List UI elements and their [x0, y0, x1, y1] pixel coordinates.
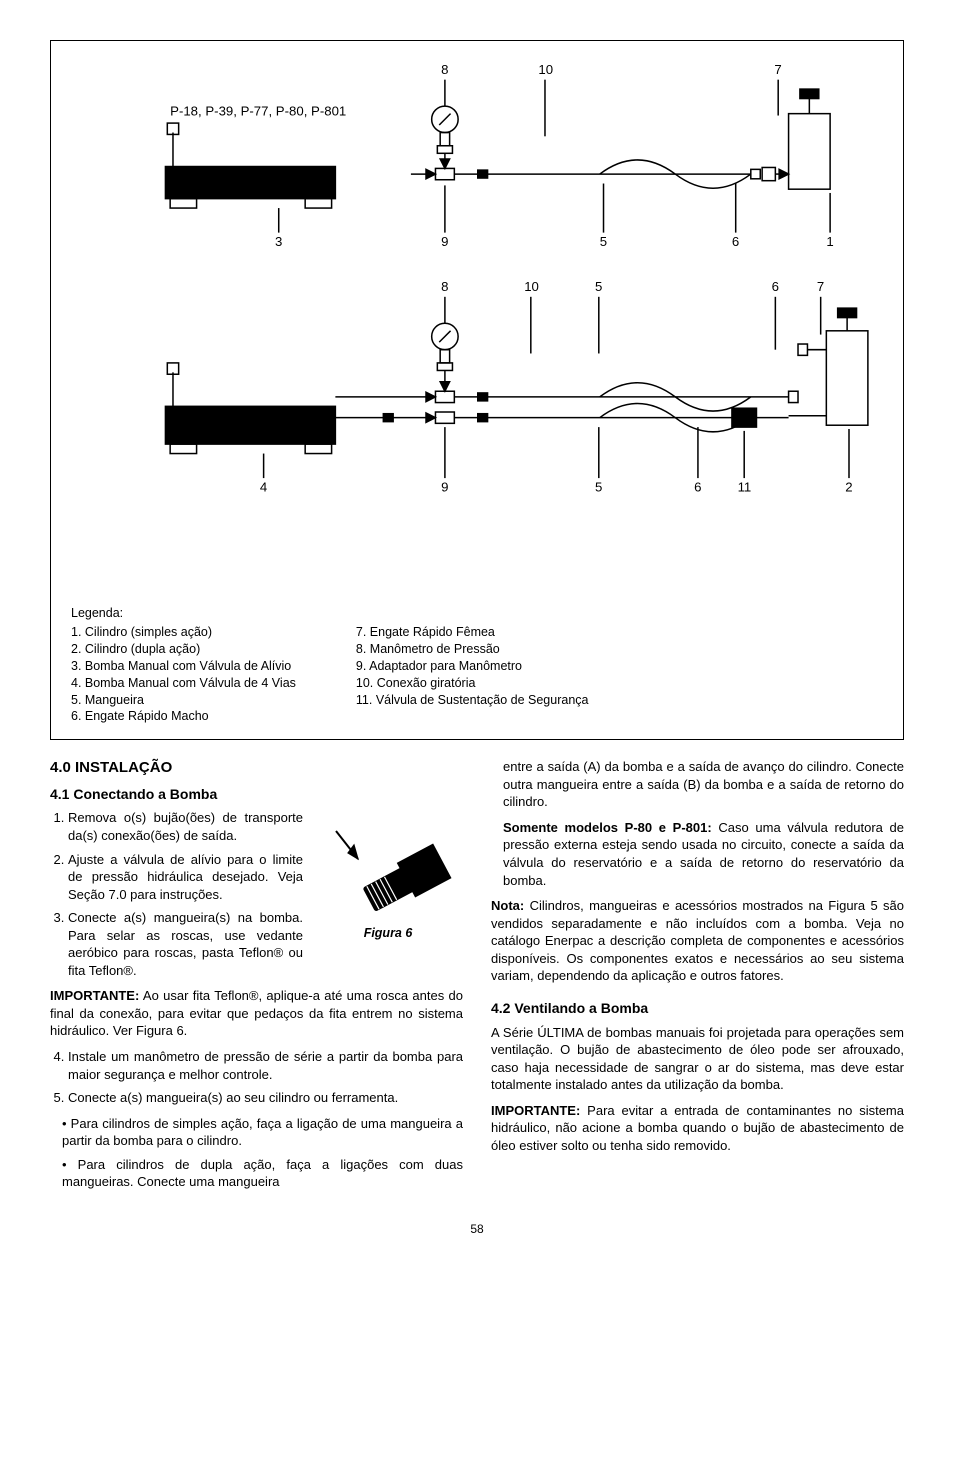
legend-item: 3. Bomba Manual com Válvula de Alívio	[71, 658, 296, 675]
legend-item: 8. Manômetro de Pressão	[356, 641, 589, 658]
legend-item: 6. Engate Rápido Macho	[71, 708, 296, 725]
label-3: 3	[275, 234, 282, 249]
label-8-top: 8	[441, 62, 448, 77]
step-item: Conecte a(s) mangueira(s) ao seu cilindr…	[68, 1089, 463, 1107]
legend-col-right: 7. Engate Rápido Fêmea 8. Manômetro de P…	[356, 624, 589, 725]
figure6-svg	[318, 811, 458, 921]
label-7-top: 7	[774, 62, 781, 77]
col2-p80-note: Somente modelos P-80 e P-801: Caso uma v…	[491, 819, 904, 889]
subsection-42-title: 4.2 Ventilando a Bomba	[491, 999, 904, 1018]
right-column: entre a saída (A) da bomba e a saída de …	[491, 758, 904, 1197]
step-item: Instale um manômetro de pressão de série…	[68, 1048, 463, 1083]
col2-bold1: Somente modelos P-80 e P-801:	[503, 820, 712, 835]
label-2-b: 2	[845, 479, 852, 494]
label-10-b: 10	[524, 279, 539, 294]
steps-list-2: Instale um manômetro de pressão de série…	[50, 1048, 463, 1107]
legend-item: 1. Cilindro (simples ação)	[71, 624, 296, 641]
label-5-b1: 5	[595, 279, 602, 294]
hydraulic-schematic-svg: 8 10 7	[71, 57, 883, 595]
legend-item: 10. Conexão giratória	[356, 675, 589, 692]
importante-1: IMPORTANTE: Ao usar fita Teflon®, apliqu…	[50, 987, 463, 1040]
col2-continuation: entre a saída (A) da bomba e a saída de …	[491, 758, 904, 811]
label-10-top: 10	[538, 62, 553, 77]
label-11-b: 11	[738, 479, 752, 494]
label-6-top: 6	[732, 234, 739, 249]
legend-item: 9. Adaptador para Manômetro	[356, 658, 589, 675]
label-6-b1: 6	[772, 279, 779, 294]
legend-item: 7. Engate Rápido Fêmea	[356, 624, 589, 641]
subsection-41-title: 4.1 Conectando a Bomba	[50, 785, 463, 804]
section-4-title: 4.0 INSTALAÇÃO	[50, 758, 463, 778]
legend-item: 4. Bomba Manual com Válvula de 4 Vias	[71, 675, 296, 692]
legend: Legenda: 1. Cilindro (simples ação) 2. C…	[71, 605, 883, 725]
col2-p3: Cilindros, mangueiras e acessórios mostr…	[491, 898, 904, 983]
importante1-label: IMPORTANTE:	[50, 988, 139, 1003]
figure6-caption: Figura 6	[313, 925, 463, 942]
label-1: 1	[826, 234, 833, 249]
importante-2: IMPORTANTE: Para evitar a entrada de con…	[491, 1102, 904, 1155]
col2-bold2: Nota:	[491, 898, 524, 913]
importante2-label: IMPORTANTE:	[491, 1103, 580, 1118]
bullet-item: • Para cilindros de simples ação, faça a…	[50, 1115, 463, 1150]
label-9-b: 9	[441, 479, 448, 494]
legend-title: Legenda:	[71, 605, 883, 622]
legend-item: 5. Mangueira	[71, 692, 296, 709]
legend-item: 2. Cilindro (dupla ação)	[71, 641, 296, 658]
label-7-b: 7	[817, 279, 824, 294]
pump-label-bottom: P-84	[189, 383, 217, 398]
pump-label-top: P-18, P-39, P-77, P-80, P-801	[170, 104, 346, 119]
bullet-item: • Para cilindros de dupla ação, faça a l…	[50, 1156, 463, 1191]
legend-item: 11. Válvula de Sustentação de Segurança	[356, 692, 589, 709]
label-4-b: 4	[260, 479, 267, 494]
label-8-b: 8	[441, 279, 448, 294]
figure6-wrap: Figura 6	[313, 811, 463, 942]
label-6-b2: 6	[694, 479, 701, 494]
page-number: 58	[50, 1221, 904, 1237]
figure5-diagram-box: 8 10 7	[50, 40, 904, 740]
label-5-b2: 5	[595, 479, 602, 494]
col2-nota: Nota: Cilindros, mangueiras e acessórios…	[491, 897, 904, 985]
label-5-top: 5	[600, 234, 607, 249]
left-column: 4.0 INSTALAÇÃO 4.1 Conectando a Bomba	[50, 758, 463, 1197]
p-42-1: A Série ÚLTIMA de bombas manuais foi pro…	[491, 1024, 904, 1094]
legend-col-left: 1. Cilindro (simples ação) 2. Cilindro (…	[71, 624, 296, 725]
label-9-top: 9	[441, 234, 448, 249]
